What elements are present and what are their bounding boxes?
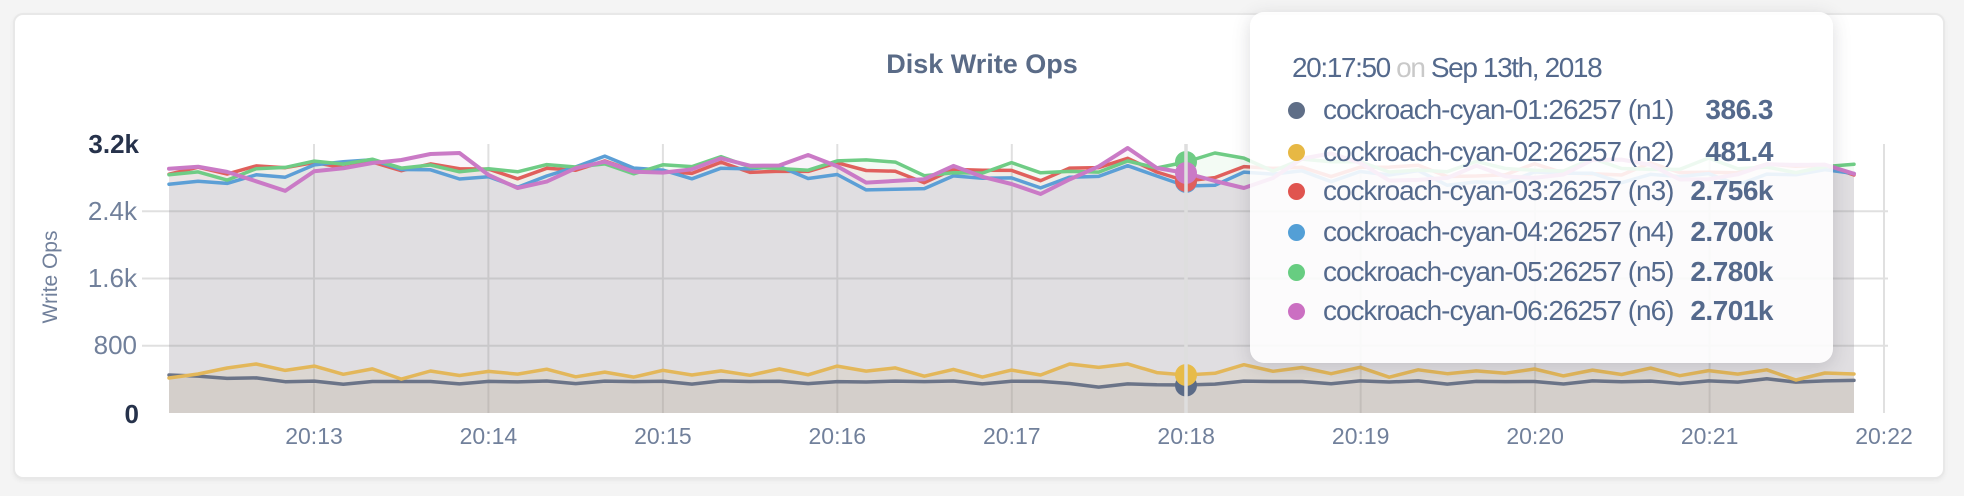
svg-text:Write Ops: Write Ops	[39, 231, 62, 324]
svg-text:3.2k: 3.2k	[88, 129, 139, 159]
svg-text:20:20: 20:20	[1506, 423, 1564, 449]
svg-text:800: 800	[94, 330, 137, 360]
svg-text:20:17: 20:17	[983, 423, 1041, 449]
svg-text:20:18: 20:18	[1157, 423, 1215, 449]
svg-text:20:15: 20:15	[634, 423, 692, 449]
svg-text:20:19: 20:19	[1332, 423, 1390, 449]
svg-text:20:16: 20:16	[809, 423, 867, 449]
svg-text:20:13: 20:13	[285, 423, 343, 449]
svg-text:0: 0	[125, 399, 139, 429]
svg-text:20:21: 20:21	[1681, 423, 1739, 449]
svg-text:2.4k: 2.4k	[88, 196, 138, 226]
svg-text:20:14: 20:14	[460, 423, 518, 449]
svg-text:20:22: 20:22	[1855, 423, 1913, 449]
svg-text:1.6k: 1.6k	[88, 263, 138, 293]
